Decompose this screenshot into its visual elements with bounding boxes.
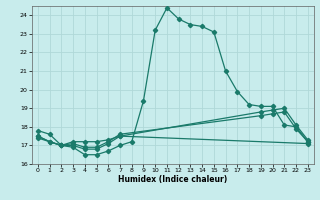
- X-axis label: Humidex (Indice chaleur): Humidex (Indice chaleur): [118, 175, 228, 184]
